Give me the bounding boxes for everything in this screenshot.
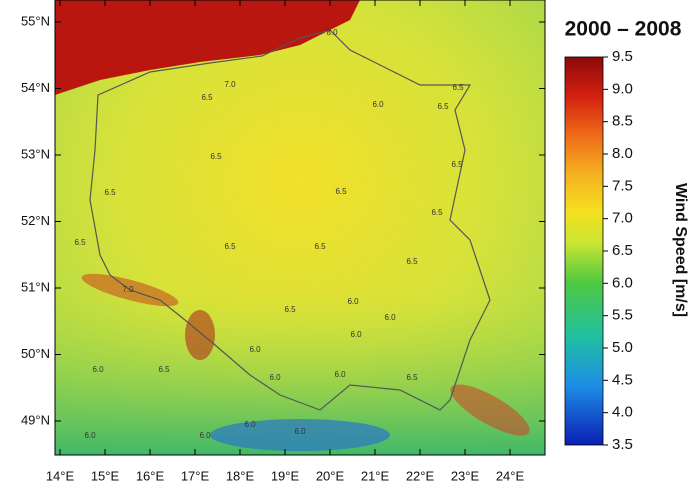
colorbar-label: Wind Speed [m/s] [672,183,689,317]
contour-label: 6.5 [158,365,170,374]
contour-label: 6.5 [451,160,463,169]
contour-label: 8.0 [326,28,338,37]
lon-label: 18°E [226,468,255,483]
contour-label: 6.5 [201,93,213,102]
map-frame [54,0,546,456]
contour-label: 6.0 [199,431,211,440]
colorbar-tick-label: 9.5 [612,48,633,65]
contour-label: 6.5 [335,187,347,196]
contour-label: 6.5 [104,188,116,197]
contour-label: 6.5 [452,83,464,92]
colorbar-tick-label: 9.0 [612,80,633,97]
contour-label: 6.0 [269,373,281,382]
contour-label: 6.5 [406,373,418,382]
lat-label: 52°N [21,213,50,228]
contour-label: 6.0 [84,431,96,440]
contour-label: 6.5 [224,242,236,251]
contour-label: 6.0 [334,370,346,379]
lon-label: 22°E [406,468,435,483]
ridge [450,384,530,436]
colorbar-tick-label: 3.5 [612,436,633,453]
contour-label: 6.5 [284,305,296,314]
colorbar-tick-label: 8.5 [612,113,633,130]
colorbar-tick-label: 7.0 [612,210,633,227]
tatra-low [210,419,390,451]
contour-label: 6.5 [314,242,326,251]
sea [55,0,360,95]
lon-label: 17°E [181,468,210,483]
contour-label: 6.5 [406,257,418,266]
colorbar-tick-label: 4.0 [612,404,633,421]
lon-label: 14°E [46,468,75,483]
lon-label: 23°E [451,468,480,483]
lon-label: 16°E [136,468,165,483]
contour-label: 7.0 [224,80,236,89]
contour-label: 7.0 [122,285,134,294]
colorbar-tick-label: 4.5 [612,371,633,388]
lon-label: 24°E [496,468,525,483]
contour-label: 6.0 [294,427,306,436]
lat-label: 50°N [21,346,50,361]
lat-label: 51°N [21,279,50,294]
lat-label: 54°N [21,80,50,95]
lon-label: 20°E [316,468,345,483]
contour-label: 6.0 [372,100,384,109]
colorbar-tick-label: 6.5 [612,242,633,259]
contour-label: 6.0 [92,365,104,374]
colorbar-tick-label: 5.0 [612,339,633,356]
contour-label: 6.0 [350,330,362,339]
ridge [185,310,215,360]
border [89,29,491,411]
colorbar-tick-label: 7.5 [612,177,633,194]
lon-label: 19°E [271,468,300,483]
contour-label: 6.0 [384,313,396,322]
contour-label: 6.0 [347,297,359,306]
contour-label: 6.0 [244,420,256,429]
lat-label: 53°N [21,146,50,161]
contour-label: 6.5 [437,102,449,111]
map-area [54,0,546,456]
lat-label: 55°N [21,13,50,28]
colorbar [564,56,604,446]
colorbar-tick-label: 5.5 [612,307,633,324]
contour-label: 6.5 [210,152,222,161]
lat-label: 49°N [21,412,50,427]
title: 2000 – 2008 [565,18,682,41]
lon-label: 21°E [361,468,390,483]
colorbar-tick-label: 6.0 [612,274,633,291]
lon-label: 15°E [91,468,120,483]
colorbar-tick-label: 8.0 [612,145,633,162]
contour-label: 6.0 [249,345,261,354]
contour-label: 6.5 [431,208,443,217]
contour-label: 6.5 [74,238,86,247]
